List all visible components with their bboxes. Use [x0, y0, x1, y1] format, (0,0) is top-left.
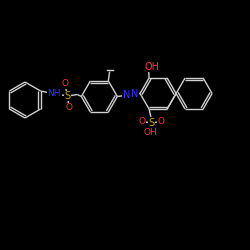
- Text: N: N: [123, 90, 130, 100]
- Text: S: S: [64, 91, 70, 101]
- Text: O: O: [62, 80, 69, 88]
- Text: N: N: [132, 89, 139, 99]
- Text: O: O: [138, 117, 145, 126]
- Text: OH: OH: [145, 62, 160, 72]
- Text: O: O: [158, 117, 164, 126]
- Text: O: O: [65, 104, 72, 112]
- Text: S: S: [148, 118, 155, 128]
- Text: OH: OH: [144, 128, 157, 137]
- Text: NH: NH: [48, 90, 61, 98]
